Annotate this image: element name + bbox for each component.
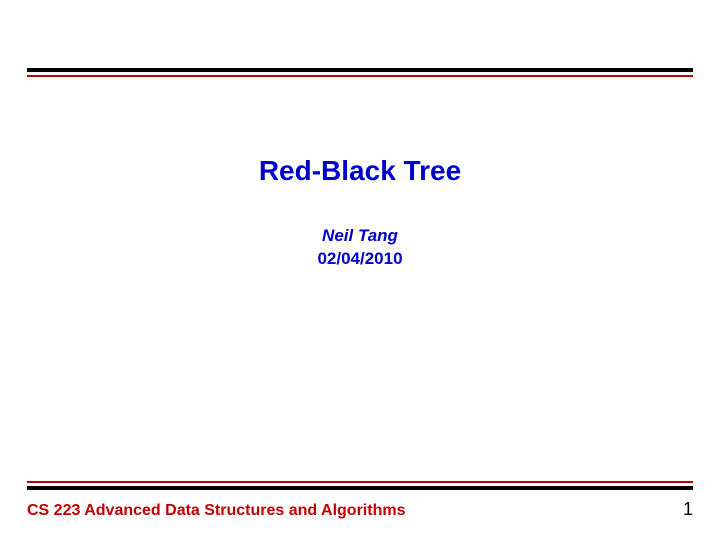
top-rule-thin [27,75,693,77]
bottom-rule-thin [27,481,693,483]
footer-course: CS 223 Advanced Data Structures and Algo… [27,502,405,520]
bottom-divider [27,481,693,490]
slide-container: Red-Black Tree Neil Tang 02/04/2010 CS 2… [0,0,720,540]
top-rule-thick [27,68,693,72]
page-number: 1 [683,499,693,520]
bottom-rule-thick [27,486,693,490]
slide-author: Neil Tang [0,226,720,246]
top-divider [27,68,693,77]
slide-date: 02/04/2010 [0,249,720,269]
slide-title: Red-Black Tree [0,155,720,187]
